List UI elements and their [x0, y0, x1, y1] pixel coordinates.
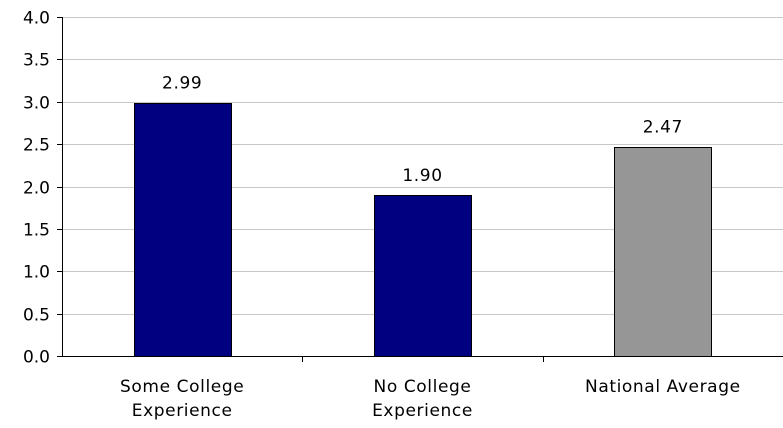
labels: 0.0 0.5 1.0 1.5 2.0 2.5 3.0 3.5 4.0 2.99 Some Coll… [23, 9, 741, 422]
y-tick-label: 0.0 [23, 348, 50, 368]
x-category-label: National Average [585, 377, 741, 397]
bar [134, 103, 232, 357]
x-category-label: Experience [372, 401, 473, 421]
y-tick-label: 3.5 [23, 51, 50, 71]
x-category-label: No College [374, 377, 472, 397]
x-category-label: Some College [120, 377, 244, 397]
data-label: 2.47 [643, 118, 683, 138]
y-tick-label: 1.5 [23, 221, 50, 241]
axes [57, 17, 783, 362]
x-category-label: Experience [132, 401, 233, 421]
y-tick-label: 3.0 [23, 94, 50, 114]
y-tick-label: 2.5 [23, 136, 50, 156]
data-label: 1.90 [402, 166, 442, 186]
y-tick-label: 2.0 [23, 179, 50, 199]
y-tick-label: 0.5 [23, 306, 50, 326]
y-tick-label: 1.0 [23, 263, 50, 283]
bar [614, 147, 712, 357]
bars [134, 103, 712, 357]
data-label: 2.99 [162, 74, 202, 94]
bar [374, 195, 472, 357]
y-tick-label: 4.0 [23, 9, 50, 29]
